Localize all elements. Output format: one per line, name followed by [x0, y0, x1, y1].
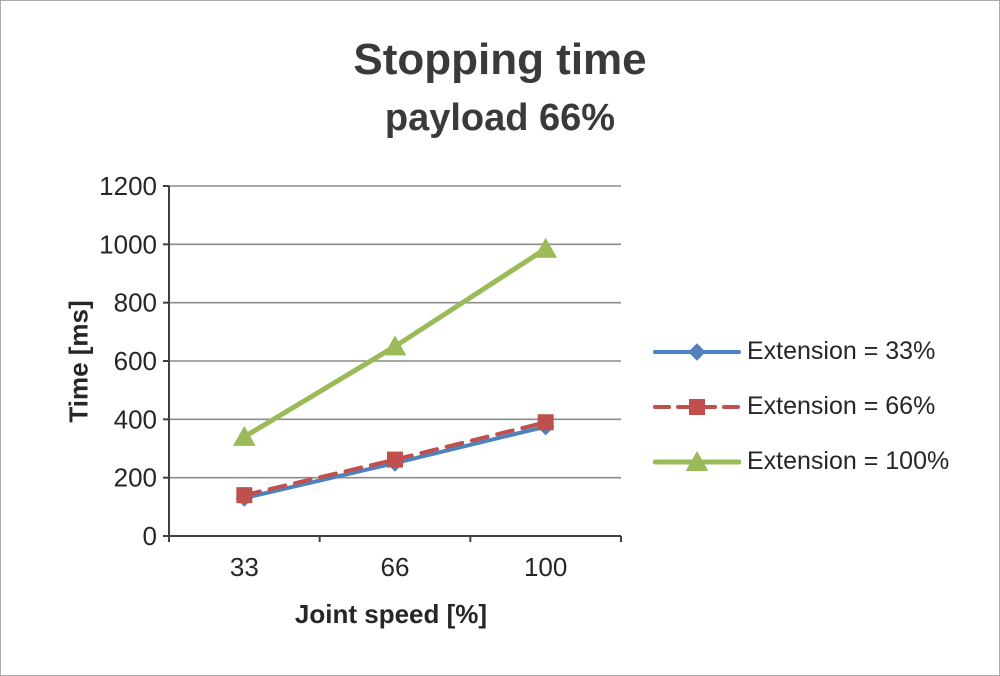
data-point-marker — [383, 335, 407, 356]
y-tick-label: 800 — [114, 288, 157, 318]
y-tick-label: 200 — [114, 463, 157, 493]
data-point-marker — [387, 451, 403, 468]
legend-key-sample — [653, 450, 741, 471]
data-point-marker — [537, 414, 554, 431]
data-point-marker — [236, 487, 253, 504]
y-tick-label: 600 — [114, 346, 157, 376]
legend-item: Extension = 33% — [653, 337, 998, 366]
y-tick-label: 1200 — [101, 176, 157, 201]
legend-label: Extension = 33% — [747, 337, 936, 365]
legend-label: Extension = 66% — [747, 392, 936, 420]
chart-subtitle: payload 66% — [384, 97, 616, 139]
data-point-marker — [688, 342, 706, 361]
y-tick-label: 0 — [143, 521, 157, 551]
data-point-marker — [534, 237, 558, 258]
y-tick-label: 400 — [114, 404, 157, 434]
data-point-marker — [689, 398, 705, 415]
x-tick-label: 33 — [230, 552, 259, 582]
data-point-marker — [232, 425, 256, 446]
legend-label: Extension = 100% — [747, 447, 950, 475]
legend-key-sample — [653, 342, 741, 361]
x-tick-label: 66 — [381, 552, 410, 582]
x-tick-label: 100 — [524, 552, 567, 582]
legend-key-sample — [653, 398, 741, 415]
legend: Extension = 33% Extension = 66% Extension … — [653, 337, 998, 476]
legend-item: Extension = 66% — [653, 392, 998, 421]
data-point-marker — [685, 450, 709, 471]
x-axis-title: Joint speed [%] — [294, 599, 488, 629]
chart-title: Stopping time — [353, 35, 647, 84]
y-axis-title: Time [ms] — [63, 300, 94, 423]
plot-area: 0 200 400 600 800 1000 1200 33 66 100 — [101, 176, 622, 582]
legend-item: Extension = 100% — [653, 447, 998, 476]
y-tick-label: 1000 — [101, 229, 157, 259]
